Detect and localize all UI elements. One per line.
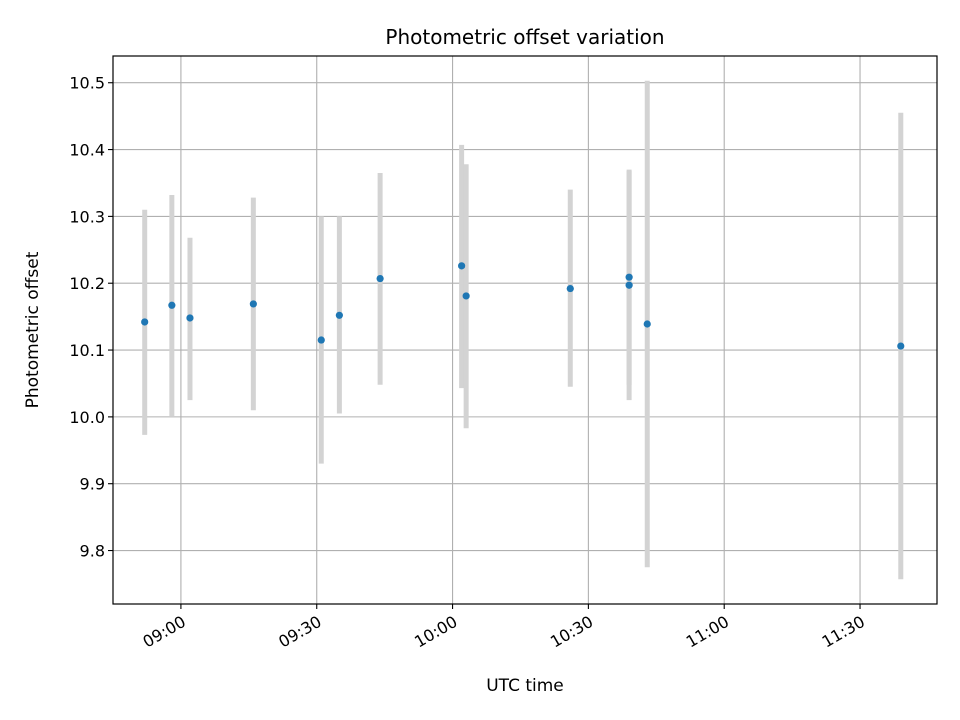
plot-frame xyxy=(112,55,938,605)
y-axis-ticks: 9.8 9.9 10.0 10.1 10.2 10.3 10.4 10.5 xyxy=(69,74,113,561)
data-point xyxy=(462,292,470,300)
y-tick-label: 10.3 xyxy=(69,207,105,226)
y-tick-label: 9.9 xyxy=(80,475,105,494)
data-point xyxy=(643,320,651,328)
y-axis-label: Photometric offset xyxy=(23,251,43,408)
y-tick-label: 10.1 xyxy=(69,341,105,360)
data-points xyxy=(141,262,905,350)
y-tick-label: 10.5 xyxy=(69,74,105,93)
grid-lines xyxy=(113,56,937,604)
data-point xyxy=(897,342,905,350)
data-point xyxy=(458,262,466,270)
chart-title: Photometric offset variation xyxy=(385,25,664,49)
y-tick-label: 10.0 xyxy=(69,408,105,427)
data-point xyxy=(168,301,176,309)
data-point xyxy=(335,311,343,319)
data-point xyxy=(186,314,194,322)
data-point xyxy=(249,300,257,308)
y-tick-label: 10.2 xyxy=(69,274,105,293)
data-point xyxy=(317,336,325,344)
data-point xyxy=(566,284,574,293)
data-point xyxy=(376,274,384,283)
y-tick-label: 9.8 xyxy=(80,542,105,561)
x-axis-label: UTC time xyxy=(486,676,564,696)
data-point xyxy=(625,281,633,289)
data-point xyxy=(141,318,149,326)
data-point xyxy=(625,273,633,281)
y-tick-label: 10.4 xyxy=(69,141,105,160)
